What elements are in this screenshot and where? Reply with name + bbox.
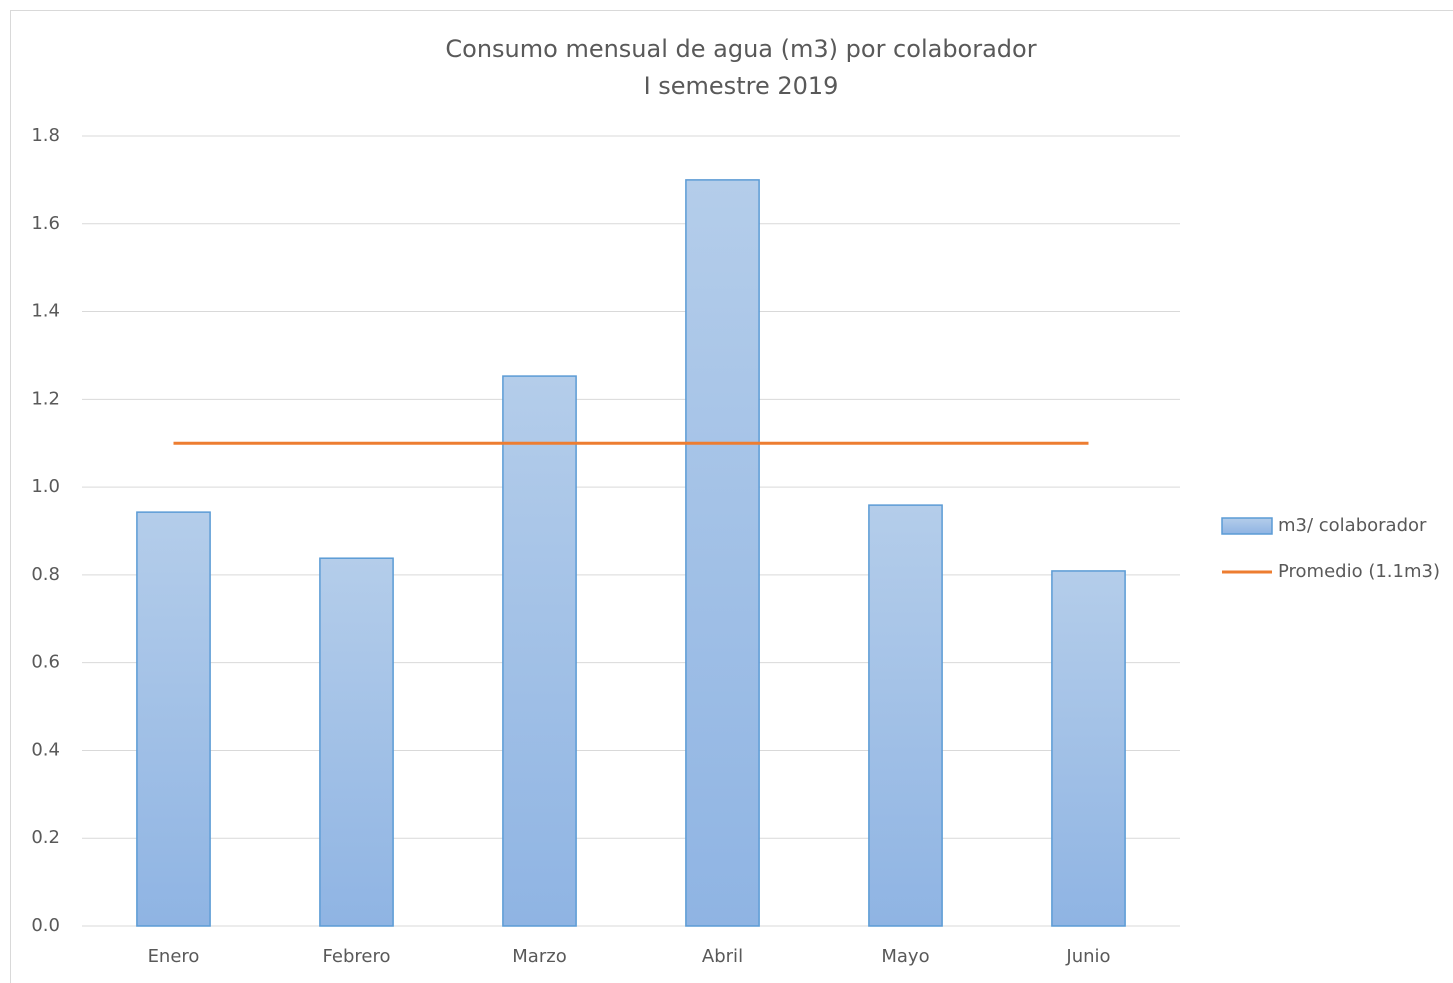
y-tick-label: 0.6 [31, 652, 60, 673]
x-tick-label: Enero [148, 946, 200, 967]
x-tick-label: Abril [702, 946, 743, 967]
bar [502, 375, 577, 927]
x-tick-label: Marzo [512, 946, 566, 967]
bar [1051, 570, 1126, 927]
legend-label: Promedio (1.1m3) [1278, 561, 1440, 582]
bar [136, 511, 211, 927]
bar [868, 504, 943, 927]
legend-swatch [1221, 517, 1273, 535]
y-tick-label: 1.0 [31, 476, 60, 497]
y-tick-label: 1.6 [31, 213, 60, 234]
x-tick-label: Mayo [881, 946, 929, 967]
x-tick-label: Febrero [323, 946, 391, 967]
y-tick-label: 0.0 [31, 915, 60, 936]
x-tick-label: Junio [1065, 946, 1110, 967]
bar [319, 557, 394, 927]
y-tick-label: 0.8 [31, 564, 60, 585]
y-tick-label: 1.8 [31, 125, 60, 146]
legend-label: m3/ colaborador [1278, 515, 1427, 536]
y-tick-label: 0.2 [31, 827, 60, 848]
bar [685, 179, 760, 927]
chart-title: Consumo mensual de agua (m3) por colabor… [445, 35, 1036, 63]
y-tick-label: 0.4 [31, 739, 60, 760]
y-tick-label: 1.2 [31, 388, 60, 409]
chart-subtitle: I semestre 2019 [644, 72, 839, 100]
y-tick-label: 1.4 [31, 301, 60, 322]
